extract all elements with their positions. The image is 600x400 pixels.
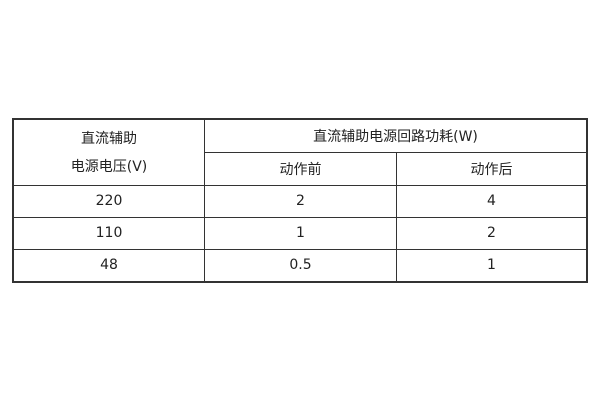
power-consumption-table: 直流辅助电源电压(V) 直流辅助电源回路功耗(W) 动作前 动作后 220 2 … xyxy=(12,118,588,283)
cell-after: 2 xyxy=(396,216,588,250)
header-power: 直流辅助电源回路功耗(W) xyxy=(204,118,588,153)
header-before: 动作前 xyxy=(204,151,397,186)
header-voltage-line2: 电源电压(V) xyxy=(70,159,148,176)
table-row: 48 0.5 1 xyxy=(12,248,588,283)
cell-after: 1 xyxy=(396,248,588,283)
header-voltage-line1: 直流辅助 xyxy=(81,131,137,148)
cell-before: 1 xyxy=(204,216,397,250)
table-row: 110 1 2 xyxy=(12,216,588,250)
cell-voltage: 220 xyxy=(12,184,205,218)
cell-after: 4 xyxy=(396,184,588,218)
cell-voltage: 48 xyxy=(12,248,205,283)
header-voltage: 直流辅助电源电压(V) xyxy=(12,118,205,186)
cell-before: 0.5 xyxy=(204,248,397,283)
cell-voltage: 110 xyxy=(12,216,205,250)
header-after: 动作后 xyxy=(396,151,588,186)
cell-before: 2 xyxy=(204,184,397,218)
table-row: 220 2 4 xyxy=(12,184,588,218)
